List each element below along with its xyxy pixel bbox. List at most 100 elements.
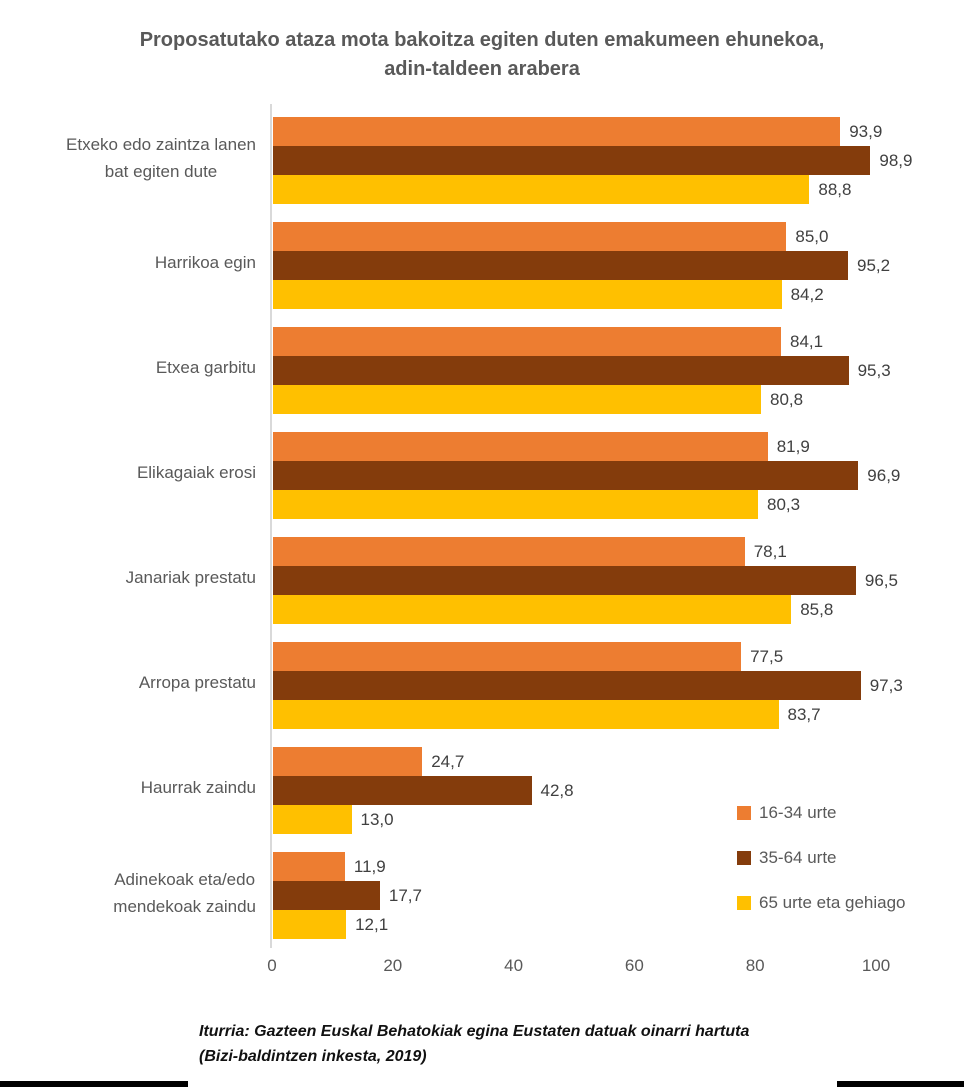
legend-label: 65 urte eta gehiago bbox=[759, 893, 906, 912]
value-label: 80,8 bbox=[770, 389, 804, 409]
value-label: 24,7 bbox=[431, 751, 465, 771]
bar-16-34-urte bbox=[273, 537, 745, 566]
bar-row: 42,8 bbox=[273, 776, 574, 805]
bar-group-6: Arropa prestatu 77,5 97,3 83,7 bbox=[0, 630, 964, 735]
y-axis-line bbox=[270, 104, 272, 948]
bar-35-64-urte bbox=[273, 566, 856, 595]
bottom-frame-left bbox=[0, 1081, 188, 1087]
bar-row: 81,9 bbox=[273, 432, 900, 461]
category-label-line: bat egiten dute bbox=[104, 161, 218, 181]
value-label: 78,1 bbox=[753, 541, 787, 561]
category-label-line: mendekoak zaindu bbox=[113, 896, 256, 916]
bar-row: 84,1 bbox=[273, 327, 891, 356]
bar-row: 83,7 bbox=[273, 700, 903, 729]
legend-swatch-icon bbox=[737, 806, 751, 820]
bar-65-urte-eta-gehiago bbox=[273, 910, 347, 939]
value-label: 42,8 bbox=[540, 780, 574, 800]
bar-row: 12,1 bbox=[273, 910, 422, 939]
chart-title-line1: Proposatutako ataza mota bakoitza egiten… bbox=[139, 29, 825, 51]
legend-swatch-icon bbox=[737, 896, 751, 910]
category-label-text: Janariak prestatu bbox=[126, 564, 256, 591]
bar-16-34-urte bbox=[273, 747, 423, 776]
category-label-line: Janariak prestatu bbox=[125, 568, 256, 587]
value-label: 80,3 bbox=[767, 494, 801, 514]
value-label: 17,7 bbox=[388, 885, 422, 905]
source-line2: (Bizi-baldintzen inkesta, 2019) bbox=[199, 1048, 427, 1065]
bar-row: 96,9 bbox=[273, 461, 900, 490]
bar-row: 80,8 bbox=[273, 385, 891, 414]
bar-16-34-urte bbox=[273, 432, 768, 461]
x-tick-0: 0 bbox=[267, 956, 277, 975]
value-label: 95,2 bbox=[857, 255, 891, 275]
category-label-line: Adinekoak eta/edo bbox=[114, 869, 256, 889]
value-label: 85,8 bbox=[800, 599, 834, 619]
bar-row: 96,5 bbox=[273, 566, 898, 595]
source-line1: Iturria: Gazteen Euskal Behatokiak egina… bbox=[199, 1023, 750, 1040]
chart-title: Proposatutako ataza mota bakoitza egiten… bbox=[0, 26, 964, 84]
bar-65-urte-eta-gehiago bbox=[273, 490, 758, 519]
bar-row: 78,1 bbox=[273, 537, 898, 566]
bar-row: 13,0 bbox=[273, 805, 574, 834]
bar-row: 85,0 bbox=[273, 222, 890, 251]
bar-group-8: Adinekoak eta/edo mendekoak zaindu 11,9 17,… bbox=[0, 840, 964, 945]
bar-row: 11,9 bbox=[273, 852, 422, 881]
value-label: 83,7 bbox=[787, 704, 821, 724]
value-label: 95,3 bbox=[857, 360, 891, 380]
category-label: Harrikoa egin bbox=[0, 210, 256, 315]
bar-stack: 85,0 95,2 84,2 bbox=[273, 222, 890, 309]
bar-65-urte-eta-gehiago bbox=[273, 700, 779, 729]
category-label-line: Arropa prestatu bbox=[138, 673, 256, 692]
legend-label: 35-64 urte bbox=[759, 848, 837, 867]
category-label-text: Haurrak zaindu bbox=[141, 774, 256, 801]
value-label: 84,1 bbox=[790, 331, 824, 351]
bar-group-2: Harrikoa egin 85,0 95,2 84,2 bbox=[0, 210, 964, 315]
x-tick-80: 80 bbox=[745, 956, 765, 975]
x-tick-60: 60 bbox=[624, 956, 644, 975]
bar-65-urte-eta-gehiago bbox=[273, 595, 792, 624]
bar-stack: 93,9 98,9 88,8 bbox=[273, 117, 912, 204]
value-label: 13,0 bbox=[360, 809, 394, 829]
bar-row: 88,8 bbox=[273, 175, 912, 204]
category-label-line: Etxea garbitu bbox=[155, 358, 256, 377]
category-label: Haurrak zaindu bbox=[0, 735, 256, 840]
bar-row: 84,2 bbox=[273, 280, 890, 309]
bar-16-34-urte bbox=[273, 852, 345, 881]
bar-35-64-urte bbox=[273, 881, 380, 910]
value-label: 77,5 bbox=[750, 646, 784, 666]
value-label: 97,3 bbox=[869, 675, 903, 695]
source-note: Iturria: Gazteen Euskal Behatokiak egina… bbox=[199, 1019, 899, 1069]
bar-group-4: Elikagaiak erosi 81,9 96,9 80,3 bbox=[0, 420, 964, 525]
category-label: Elikagaiak erosi bbox=[0, 420, 256, 525]
bar-group-5: Janariak prestatu 78,1 96,5 85,8 bbox=[0, 525, 964, 630]
category-label-text: Etxea garbitu bbox=[156, 354, 256, 381]
x-tick-20: 20 bbox=[383, 956, 403, 975]
bar-row: 98,9 bbox=[273, 146, 912, 175]
legend: 16-34 urte 35-64 urte 65 urte eta gehiago bbox=[737, 803, 906, 939]
bar-row: 80,3 bbox=[273, 490, 900, 519]
bar-65-urte-eta-gehiago bbox=[273, 385, 761, 414]
bar-stack: 77,5 97,3 83,7 bbox=[273, 642, 903, 729]
bar-16-34-urte bbox=[273, 117, 841, 146]
category-label-text: Arropa prestatu bbox=[139, 669, 256, 696]
legend-swatch-icon bbox=[737, 851, 751, 865]
bar-65-urte-eta-gehiago bbox=[273, 280, 782, 309]
value-label: 84,2 bbox=[790, 284, 824, 304]
category-label: Arropa prestatu bbox=[0, 630, 256, 735]
value-label: 11,9 bbox=[353, 856, 386, 876]
category-label-text: Etxeko edo zaintza lanen bat egiten dute bbox=[66, 131, 256, 185]
legend-label: 16-34 urte bbox=[759, 803, 837, 822]
bar-group-3: Etxea garbitu 84,1 95,3 80,8 bbox=[0, 315, 964, 420]
bar-stack: 24,7 42,8 13,0 bbox=[273, 747, 574, 834]
bar-row: 97,3 bbox=[273, 671, 903, 700]
bar-35-64-urte bbox=[273, 146, 871, 175]
value-label: 96,9 bbox=[867, 465, 901, 485]
category-label: Janariak prestatu bbox=[0, 525, 256, 630]
category-label-line: Etxeko edo zaintza lanen bbox=[66, 134, 256, 154]
bar-65-urte-eta-gehiago bbox=[273, 175, 810, 204]
category-label-line: Harrikoa egin bbox=[154, 253, 256, 272]
category-label-line: Haurrak zaindu bbox=[140, 778, 256, 797]
legend-item: 16-34 urte bbox=[737, 803, 906, 822]
value-label: 81,9 bbox=[776, 436, 810, 456]
bar-stack: 11,9 17,7 12,1 bbox=[273, 852, 422, 939]
